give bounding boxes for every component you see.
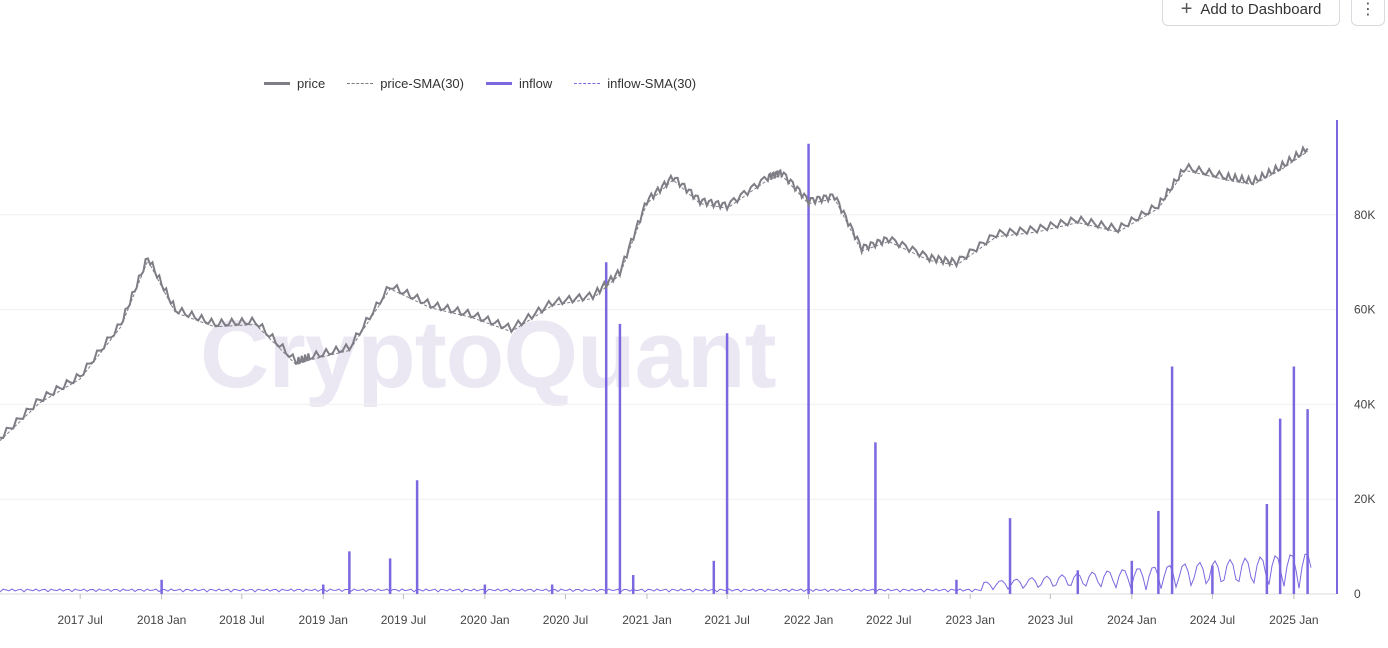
x-tick-label: 2018 Jan (137, 613, 186, 627)
x-tick-label: 2017 Jul (57, 613, 102, 627)
x-tick-label: 2022 Jan (784, 613, 833, 627)
y-tick-label: 20K (1354, 492, 1375, 506)
legend-item-price-sma[interactable]: price-SMA(30) (347, 76, 464, 91)
legend-swatch-inflow (485, 82, 512, 85)
y-axis: 0 20K 40K 60K 80K (1336, 120, 1375, 601)
inflow-series (0, 143, 1312, 594)
price-series (0, 144, 1309, 441)
legend-item-inflow-sma[interactable]: inflow-SMA(30) (574, 76, 696, 91)
x-tick-label: 2021 Jan (622, 613, 671, 627)
x-tick-label: 2021 Jul (704, 613, 749, 627)
legend-swatch-inflow-sma (574, 83, 601, 84)
x-tick-label: 2023 Jan (945, 613, 994, 627)
x-tick-label: 2018 Jul (219, 613, 264, 627)
legend-label-inflow: inflow (518, 76, 553, 91)
y-tick-label: 0 (1354, 587, 1361, 601)
legend-item-price[interactable]: price (264, 76, 325, 91)
x-tick-label: 2020 Jul (543, 613, 588, 627)
x-tick-label: 2024 Jan (1107, 613, 1156, 627)
add-to-dashboard-label: Add to Dashboard (1200, 0, 1322, 18)
x-tick-label: 2022 Jul (866, 613, 911, 627)
x-tick-label: 2023 Jul (1028, 613, 1073, 627)
plus-icon: + (1180, 0, 1193, 20)
x-tick-label: 2019 Jul (381, 613, 426, 627)
y-tick-label: 80K (1354, 208, 1375, 222)
x-axis: 2017 Jul 2018 Jan 2018 Jul 2019 Jan 2019 Jul… (57, 594, 1319, 627)
x-tick-label: 2024 Jul (1190, 613, 1235, 627)
inflow-baseline (0, 553, 1312, 593)
chart-legend: price price-SMA(30) inflow inflow-SMA(30… (264, 76, 696, 91)
more-vertical-icon: ⋮ (1360, 1, 1376, 18)
legend-label-price: price (297, 76, 326, 91)
y-tick-label: 40K (1354, 397, 1375, 411)
x-tick-label: 2020 Jan (460, 613, 509, 627)
legend-swatch-price (264, 82, 290, 85)
legend-label-price-sma: price-SMA(30) (380, 76, 464, 91)
more-options-button[interactable]: ⋮ (1351, 0, 1385, 26)
y-tick-label: 60K (1354, 303, 1375, 317)
price-sma-line (0, 150, 1308, 441)
legend-label-inflow-sma: inflow-SMA(30) (607, 76, 697, 91)
legend-swatch-price-sma (347, 83, 374, 84)
x-tick-label: 2019 Jan (299, 613, 348, 627)
toolbar: + Add to Dashboard ⋮ (0, 0, 1388, 30)
legend-item-inflow[interactable]: inflow (485, 76, 553, 91)
add-to-dashboard-button[interactable]: + Add to Dashboard (1162, 0, 1340, 26)
price-line (0, 144, 1309, 439)
x-tick-label: 2025 Jan (1269, 613, 1318, 627)
grid-lines (0, 214, 1336, 595)
